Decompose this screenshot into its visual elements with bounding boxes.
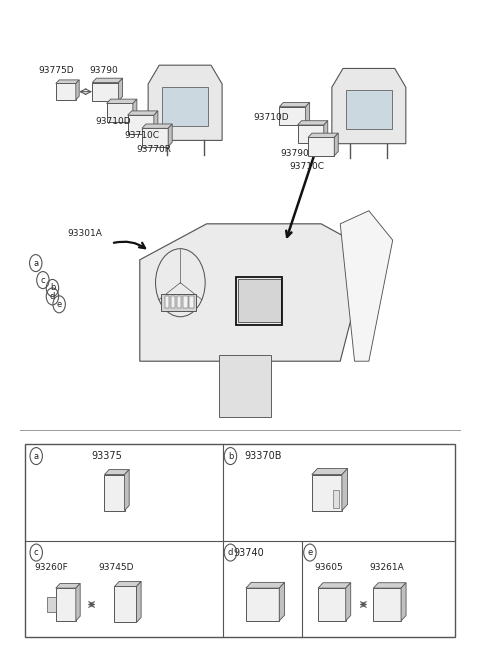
Text: b: b (228, 451, 233, 461)
Polygon shape (373, 588, 401, 621)
Text: 93605: 93605 (314, 563, 343, 572)
Text: e: e (307, 548, 312, 557)
Polygon shape (136, 581, 141, 622)
Polygon shape (76, 583, 80, 621)
Polygon shape (318, 588, 346, 621)
Polygon shape (218, 355, 271, 417)
Polygon shape (306, 102, 310, 125)
Polygon shape (148, 65, 222, 141)
Text: 93261A: 93261A (370, 563, 405, 572)
FancyBboxPatch shape (25, 444, 455, 637)
Text: e: e (57, 300, 62, 309)
Text: 93710C: 93710C (289, 162, 324, 171)
FancyBboxPatch shape (165, 296, 169, 308)
Polygon shape (154, 111, 158, 133)
FancyBboxPatch shape (333, 490, 339, 508)
FancyBboxPatch shape (47, 597, 56, 612)
Polygon shape (107, 103, 133, 122)
Polygon shape (308, 137, 334, 156)
Polygon shape (298, 125, 324, 143)
Text: 93710C: 93710C (125, 131, 160, 140)
Polygon shape (346, 583, 351, 621)
Polygon shape (279, 582, 285, 621)
Polygon shape (128, 115, 154, 133)
Text: a: a (34, 451, 39, 461)
Polygon shape (308, 133, 338, 137)
Text: 93260F: 93260F (35, 563, 68, 572)
Text: 93740: 93740 (234, 547, 264, 558)
Polygon shape (56, 588, 76, 621)
Text: 93770R: 93770R (137, 145, 172, 154)
Polygon shape (133, 99, 137, 122)
Polygon shape (56, 80, 79, 83)
Text: a: a (33, 259, 38, 267)
FancyBboxPatch shape (183, 296, 188, 308)
Polygon shape (76, 80, 79, 100)
Text: 93375: 93375 (91, 451, 122, 461)
Polygon shape (334, 133, 338, 156)
Polygon shape (128, 111, 158, 115)
Polygon shape (92, 78, 122, 83)
Text: 93301A: 93301A (68, 229, 102, 238)
Polygon shape (324, 121, 328, 143)
Polygon shape (342, 468, 348, 510)
Text: 93370B: 93370B (245, 451, 282, 461)
Text: 93710D: 93710D (253, 113, 289, 122)
FancyBboxPatch shape (190, 296, 194, 308)
Text: 93790: 93790 (90, 66, 119, 75)
Polygon shape (340, 211, 393, 361)
Polygon shape (318, 583, 351, 588)
Polygon shape (246, 588, 279, 621)
Polygon shape (312, 474, 342, 510)
Polygon shape (92, 83, 119, 101)
Polygon shape (279, 106, 306, 125)
Text: d: d (228, 548, 233, 557)
Polygon shape (246, 582, 285, 588)
Polygon shape (105, 470, 129, 474)
Polygon shape (298, 121, 328, 125)
Polygon shape (142, 128, 168, 147)
Text: c: c (41, 275, 45, 284)
Polygon shape (105, 474, 124, 510)
Polygon shape (140, 224, 369, 361)
Polygon shape (373, 583, 406, 588)
Text: d: d (50, 292, 55, 301)
FancyBboxPatch shape (171, 296, 175, 308)
Polygon shape (107, 99, 137, 103)
Text: 93775D: 93775D (38, 66, 74, 75)
Polygon shape (142, 124, 172, 128)
Polygon shape (115, 587, 136, 622)
FancyBboxPatch shape (346, 90, 392, 129)
Polygon shape (119, 78, 122, 101)
Polygon shape (401, 583, 406, 621)
Text: 93710D: 93710D (96, 116, 132, 125)
Polygon shape (312, 468, 348, 474)
Polygon shape (115, 581, 141, 587)
Polygon shape (279, 102, 310, 106)
Text: 93745D: 93745D (98, 563, 133, 572)
Polygon shape (56, 83, 76, 100)
FancyBboxPatch shape (162, 87, 208, 125)
Polygon shape (124, 470, 129, 510)
Text: b: b (50, 283, 55, 292)
Text: c: c (34, 548, 38, 557)
FancyBboxPatch shape (177, 296, 181, 308)
Polygon shape (168, 124, 172, 147)
Polygon shape (332, 68, 406, 144)
FancyBboxPatch shape (238, 279, 281, 322)
Text: 93790: 93790 (280, 148, 309, 158)
FancyBboxPatch shape (161, 294, 196, 311)
Polygon shape (56, 583, 80, 588)
